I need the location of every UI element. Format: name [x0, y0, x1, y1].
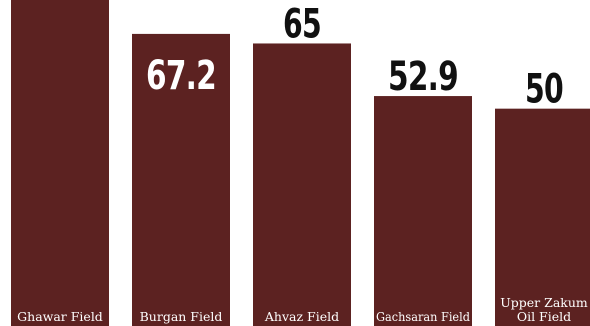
bar-1	[132, 33, 230, 326]
category-label-4-line-0: Upper Zakum	[500, 295, 588, 310]
bar-0	[11, 0, 109, 326]
category-label-2: Ahvaz Field	[264, 309, 339, 324]
bar-3	[374, 96, 472, 326]
bars-group	[11, 0, 590, 326]
category-label-1: Burgan Field	[140, 309, 223, 324]
value-labels-group: 67.2 65 52.9 50	[146, 1, 564, 113]
value-label-1: 67.2	[146, 53, 216, 99]
bar-4	[495, 108, 590, 326]
value-label-3: 52.9	[388, 54, 458, 100]
category-labels-group: Ghawar Field Burgan Field Ahvaz Field Gachs…	[17, 295, 588, 324]
category-label-0: Ghawar Field	[17, 309, 103, 324]
category-label-4-line-1: Oil Field	[517, 309, 571, 324]
category-label-3: Gachsaran Field	[376, 309, 470, 324]
value-label-2: 65	[283, 1, 321, 47]
bar-2	[253, 43, 351, 326]
value-label-4: 50	[525, 67, 563, 113]
